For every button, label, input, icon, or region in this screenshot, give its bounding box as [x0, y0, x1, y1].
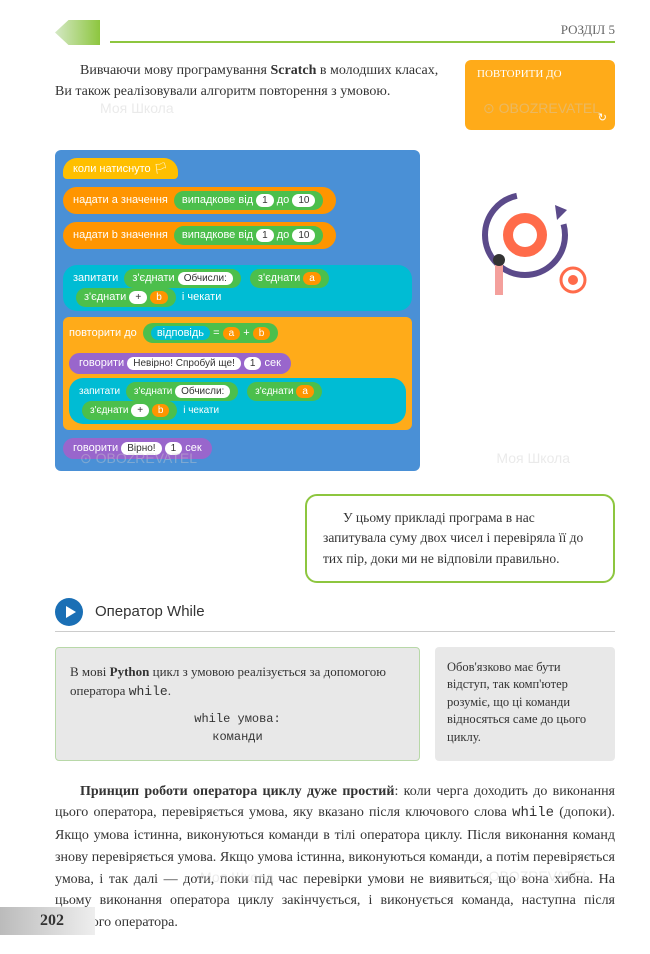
cycle-illustration — [435, 180, 615, 315]
repeat-until-block: повторити до відповідь = a + b говорити … — [63, 317, 412, 430]
repeat-label: ПОВТОРИТИ ДО — [477, 68, 562, 80]
section-title: Оператор While — [95, 603, 205, 620]
scratch-program: коли натиснуто 🏳 надати a значення випад… — [55, 150, 420, 479]
say-wrong-block: говорити Невірно! Спробуй ще! 1 сек — [69, 353, 291, 374]
indent-note: Обов'язково має бути відступ, так комп'ю… — [435, 647, 615, 761]
python-syntax-box: В мові Python цикл з умовою реалізується… — [55, 647, 420, 761]
page-number: 202 — [40, 912, 64, 930]
say-correct-block: говорити Вірно! 1 сек — [63, 438, 212, 459]
intro-paragraph: Вивчаючи мову програмування Scratch в мо… — [55, 60, 450, 142]
code-line-1: while умова: — [70, 710, 405, 728]
set-b-block: надати b значення випадкове від 1 до 10 — [63, 222, 336, 249]
ask-block: запитати з'єднати Обчисли: з'єднати a з'… — [63, 265, 412, 311]
event-block: коли натиснуто — [73, 163, 151, 175]
body-paragraph: Принцип роботи оператора циклу дуже прос… — [55, 781, 615, 934]
code-line-2: команди — [70, 728, 405, 746]
example-info-box: У цьому прикладі програма в нас запитува… — [305, 494, 615, 583]
chapter-label: РОЗДІЛ 5 — [110, 22, 615, 43]
section-header: Оператор While — [55, 598, 615, 632]
play-icon — [55, 598, 83, 626]
chapter-arrow — [55, 20, 100, 45]
repeat-snippet-block: ПОВТОРИТИ ДО ↻ — [465, 60, 615, 130]
ask-again-block: запитати з'єднати Обчисли: з'єднати a з'… — [69, 378, 406, 424]
set-a-block: надати a значення випадкове від 1 до 10 — [63, 187, 336, 214]
